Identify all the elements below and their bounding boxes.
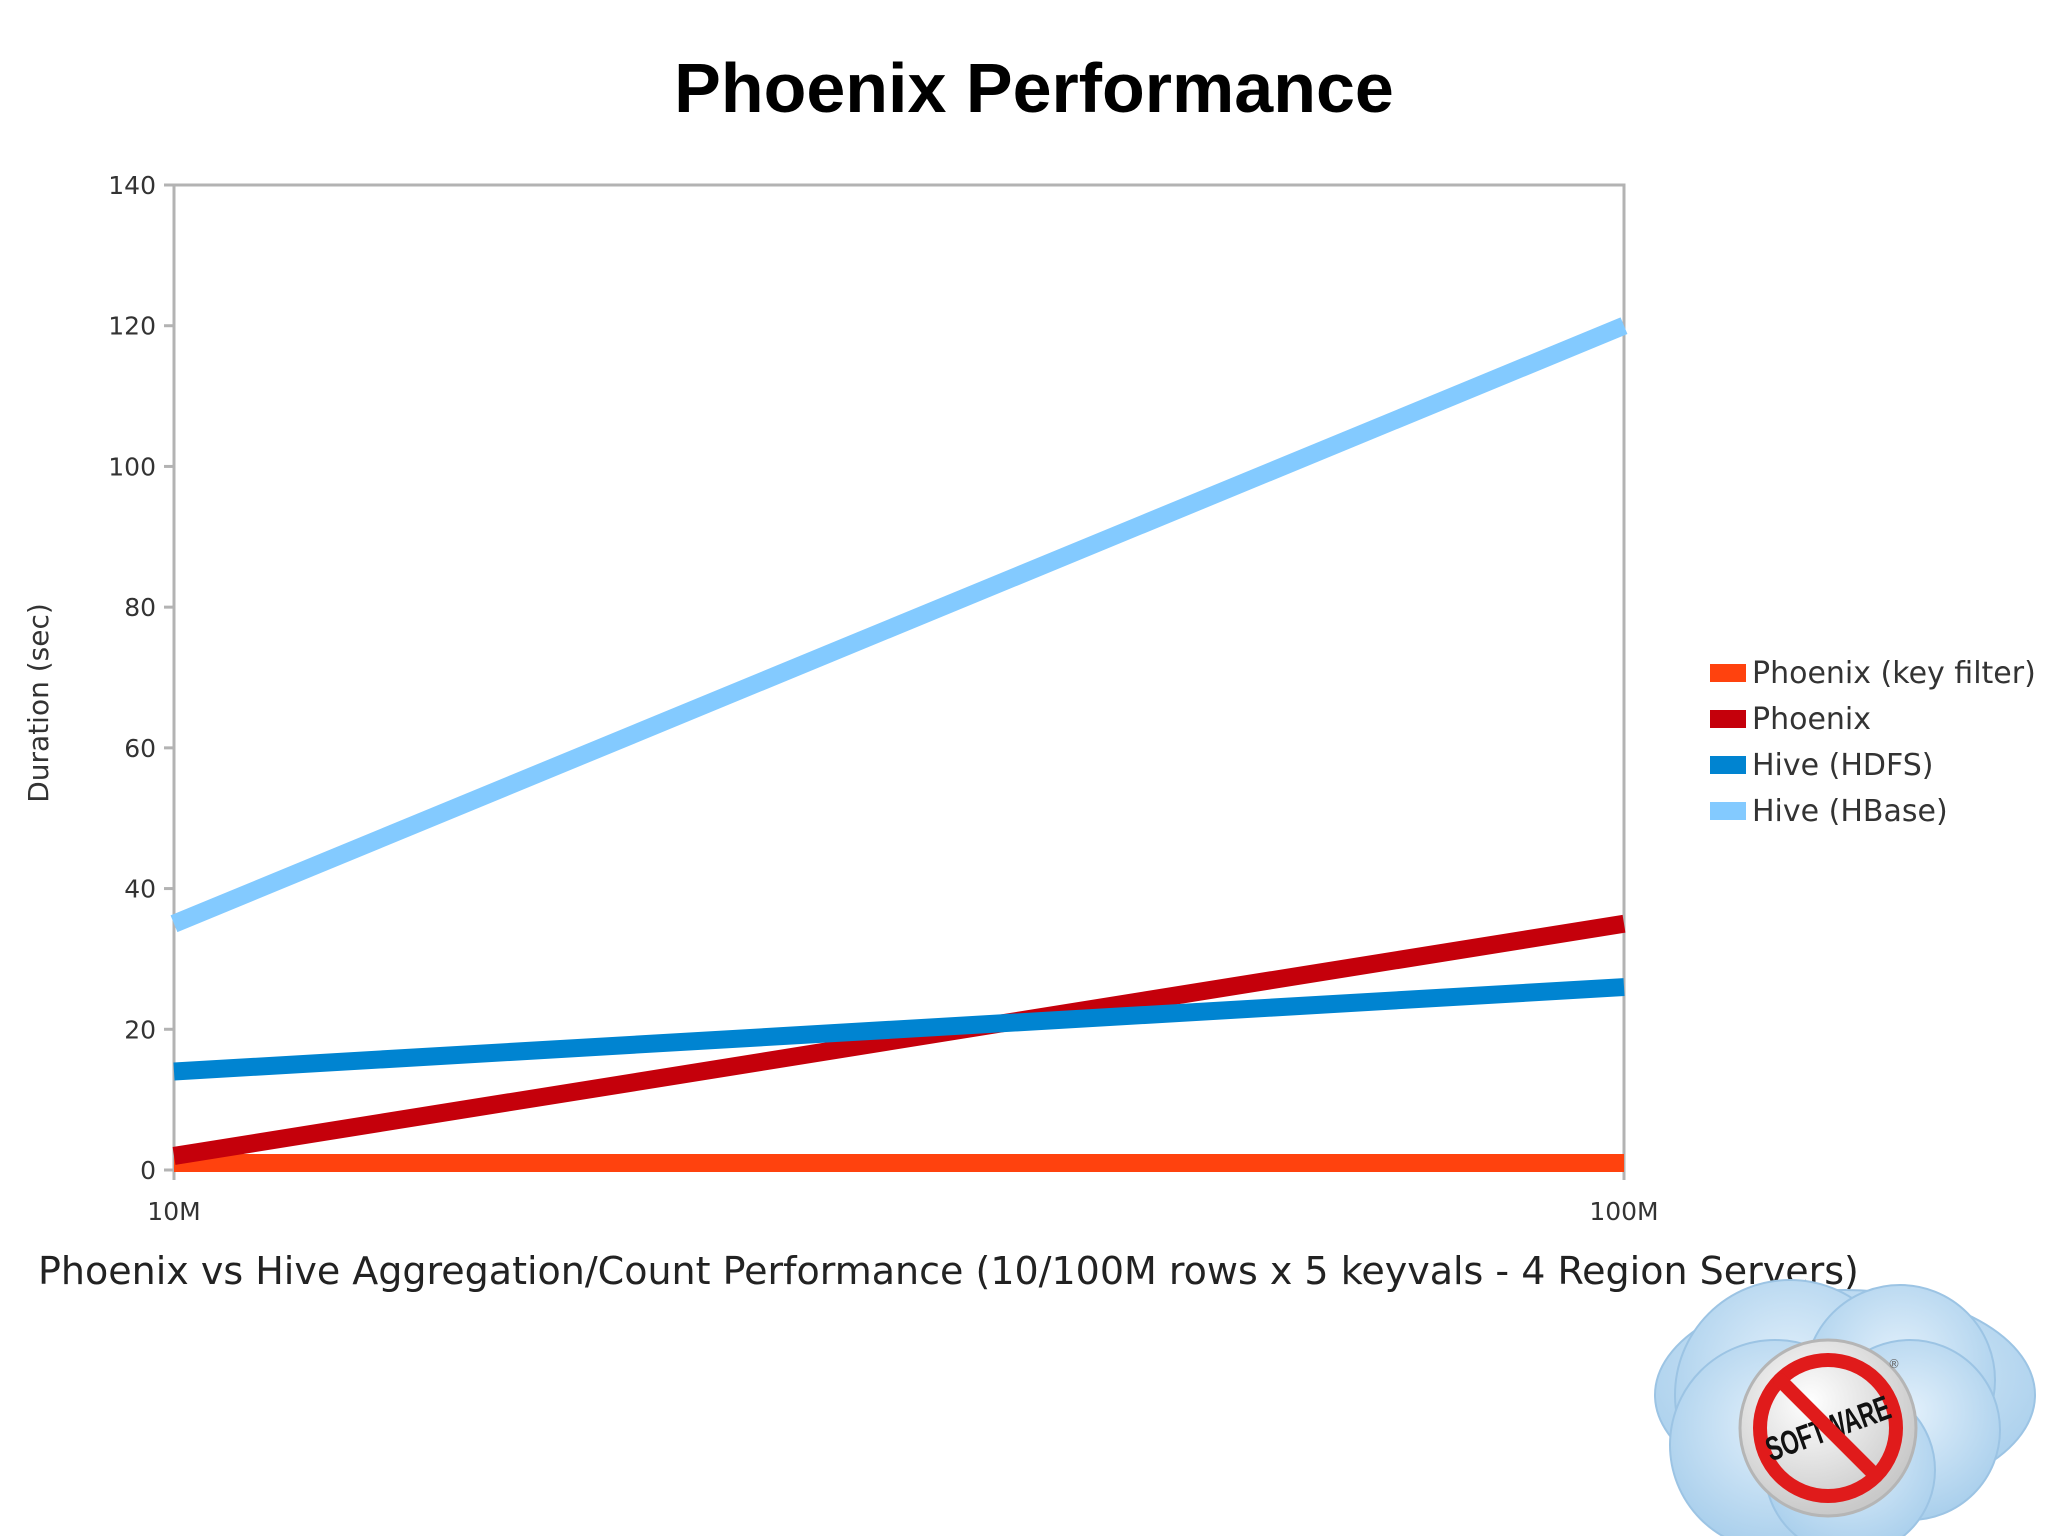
series-line-1 <box>172 914 1626 1165</box>
legend-label: Hive (HDFS) <box>1752 748 1933 783</box>
legend-item[interactable]: Phoenix (key filter) <box>1710 656 2036 691</box>
chart-legend[interactable]: Phoenix (key filter) Phoenix Hive (HDFS) Hi… <box>1710 656 2036 829</box>
svg-text:®: ® <box>1888 1357 1900 1371</box>
legend-label: Hive (HBase) <box>1752 794 1948 829</box>
y-tick-label: 100 <box>108 452 156 481</box>
x-tick-label: 100M <box>1589 1197 1658 1226</box>
y-axis-title: Duration (sec) <box>22 603 55 803</box>
legend-label: Phoenix <box>1752 702 1871 737</box>
legend-label: Phoenix (key filter) <box>1752 656 2036 691</box>
y-tick-label: 20 <box>124 1015 156 1044</box>
y-axis-ticks: 0 20 40 60 80 100 120 140 <box>108 171 174 1185</box>
chart-caption: Phoenix vs Hive Aggregation/Count Perfor… <box>38 1249 1859 1293</box>
prohibition-icon: SOFTWARE <box>1738 1338 1918 1518</box>
legend-swatch <box>1710 802 1746 820</box>
y-tick-label: 40 <box>124 875 156 904</box>
legend-swatch <box>1710 756 1746 774</box>
no-software-cloud-logo: SOFTWARE ® <box>1654 1279 2036 1536</box>
chart-series <box>170 317 1628 1172</box>
legend-item[interactable]: Phoenix <box>1710 702 1871 737</box>
y-tick-label: 120 <box>108 312 156 341</box>
slide-title: Phoenix Performance <box>674 49 1394 127</box>
series-line-3 <box>170 317 1628 933</box>
x-axis-ticks: 10M 100M <box>147 1170 1659 1226</box>
series-line-2 <box>173 978 1625 1081</box>
y-tick-label: 60 <box>124 734 156 763</box>
legend-item[interactable]: Hive (HBase) <box>1710 794 1948 829</box>
legend-item[interactable]: Hive (HDFS) <box>1710 748 1933 783</box>
y-tick-label: 80 <box>124 593 156 622</box>
legend-swatch <box>1710 664 1746 682</box>
y-tick-label: 0 <box>140 1156 156 1185</box>
x-tick-label: 10M <box>147 1197 200 1226</box>
legend-swatch <box>1710 710 1746 728</box>
y-tick-label: 140 <box>108 171 156 200</box>
